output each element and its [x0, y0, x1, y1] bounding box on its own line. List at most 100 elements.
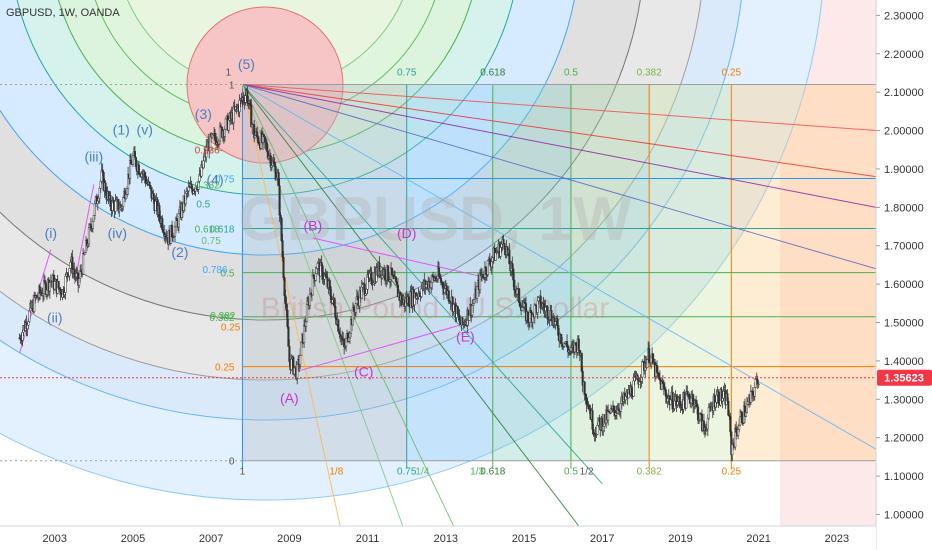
fib-price-label: 0.25	[215, 363, 235, 374]
candle-body	[658, 377, 661, 381]
wave-label-blue: (5)	[238, 56, 255, 72]
candle-body	[619, 402, 622, 412]
candle-body	[361, 284, 364, 288]
candle-body	[717, 391, 720, 404]
candle-body	[148, 181, 151, 186]
candle-body	[82, 252, 85, 275]
circle-level-label: 0.382	[210, 311, 235, 322]
time-axis-background	[0, 526, 876, 550]
candle-body	[39, 286, 42, 294]
candle-body	[223, 128, 226, 137]
candle-body	[273, 163, 276, 167]
candle-body	[217, 140, 221, 145]
candle-body	[149, 185, 152, 188]
candle-body	[384, 269, 387, 280]
fan-line	[241, 84, 341, 526]
candle-body	[439, 277, 442, 283]
candle-body	[739, 416, 742, 426]
candle-body	[104, 182, 107, 195]
candle-body	[641, 361, 644, 378]
candle-body	[481, 274, 485, 278]
candle-body	[57, 281, 60, 289]
candle-body	[272, 160, 275, 165]
candle-body	[114, 200, 117, 212]
candle-body	[722, 391, 725, 399]
candle-body	[592, 429, 595, 435]
candle-body	[303, 324, 306, 344]
fib-price-label: 0.75	[215, 175, 235, 186]
candle-body	[333, 297, 336, 307]
candle-body	[96, 200, 99, 205]
candle-body	[513, 279, 516, 291]
circle-level-label: 0.5	[196, 199, 210, 210]
price-tick-label: 1.40000	[884, 356, 924, 368]
candle-body	[753, 387, 756, 397]
candle-body	[224, 118, 227, 130]
candle-body	[508, 249, 511, 265]
candle-body	[91, 220, 94, 229]
candle-body	[612, 405, 616, 411]
price-tick-label: 2.10000	[884, 87, 924, 99]
plot-area[interactable]: GBPUSD, 1W British Pound / U.S. Dollar 1…	[0, 0, 876, 526]
price-axis[interactable]: 1.00000 1.10000 1.20000 1.30000 1.40000 1.500…	[875, 0, 932, 550]
time-tick-label: 2021	[746, 533, 770, 545]
candle-body	[491, 257, 494, 262]
candle-body	[312, 274, 315, 279]
circle-level-label: 0.236	[195, 146, 220, 157]
wave-trend-line	[73, 184, 95, 285]
time-tick-label: 2013	[434, 533, 458, 545]
candle-body	[676, 401, 679, 406]
candle-body	[304, 321, 308, 327]
candle-body	[721, 398, 724, 402]
candle-body	[137, 164, 140, 175]
candle-body	[488, 258, 491, 265]
candle-body	[662, 383, 665, 390]
candle-body	[214, 132, 217, 139]
candle-body	[503, 243, 506, 250]
candle-body	[591, 410, 594, 430]
price-tick-label: 2.20000	[884, 49, 924, 61]
circle-level-label: 0.618	[195, 224, 220, 235]
candle-body	[284, 295, 287, 304]
price-tick-label: 1.30000	[884, 394, 924, 406]
fan-line	[242, 83, 876, 178]
candle-body	[43, 280, 47, 284]
wave-label-blue: (3)	[195, 106, 212, 122]
candle-body	[574, 342, 577, 346]
candle-body	[418, 292, 421, 296]
candle-body	[690, 397, 693, 404]
candle-body	[133, 151, 136, 158]
price-tick-label: 1.60000	[884, 279, 924, 291]
candle-body	[165, 234, 168, 238]
candle-body	[650, 356, 653, 364]
time-tick-label: 2017	[590, 533, 614, 545]
wave-label-magenta: (A)	[280, 390, 299, 406]
candle-body	[321, 265, 324, 280]
candle-body	[714, 401, 717, 408]
candle-body	[282, 256, 285, 279]
candle-body	[602, 426, 605, 432]
candle-body	[64, 275, 67, 293]
time-axis[interactable]: 2003 2005 2007 2009 2011 2013 2015 2017 2019 2021…	[0, 525, 876, 550]
candle-body	[162, 229, 165, 233]
candle-body	[338, 330, 341, 335]
fib-time-label-bottom: 0.75	[397, 467, 417, 478]
current-price-badge: 1.35623	[877, 369, 932, 386]
candle-body	[539, 295, 542, 309]
wave-label-blue: (iv)	[108, 225, 127, 241]
candle-body	[143, 171, 146, 178]
price-tick-label: 1.10000	[884, 471, 924, 483]
fan-line	[242, 84, 455, 526]
candle-body	[48, 282, 51, 292]
candle-body	[542, 303, 545, 308]
candle-body	[500, 243, 503, 248]
candle-body	[437, 267, 441, 277]
candle-body	[566, 341, 569, 348]
candle-body	[316, 263, 319, 269]
fan-line	[242, 83, 876, 132]
price-tick-label: 2.00000	[884, 126, 924, 138]
candle-body	[360, 286, 363, 299]
candle-body	[457, 313, 460, 316]
fib-time-label-bottom: 1	[240, 467, 246, 478]
